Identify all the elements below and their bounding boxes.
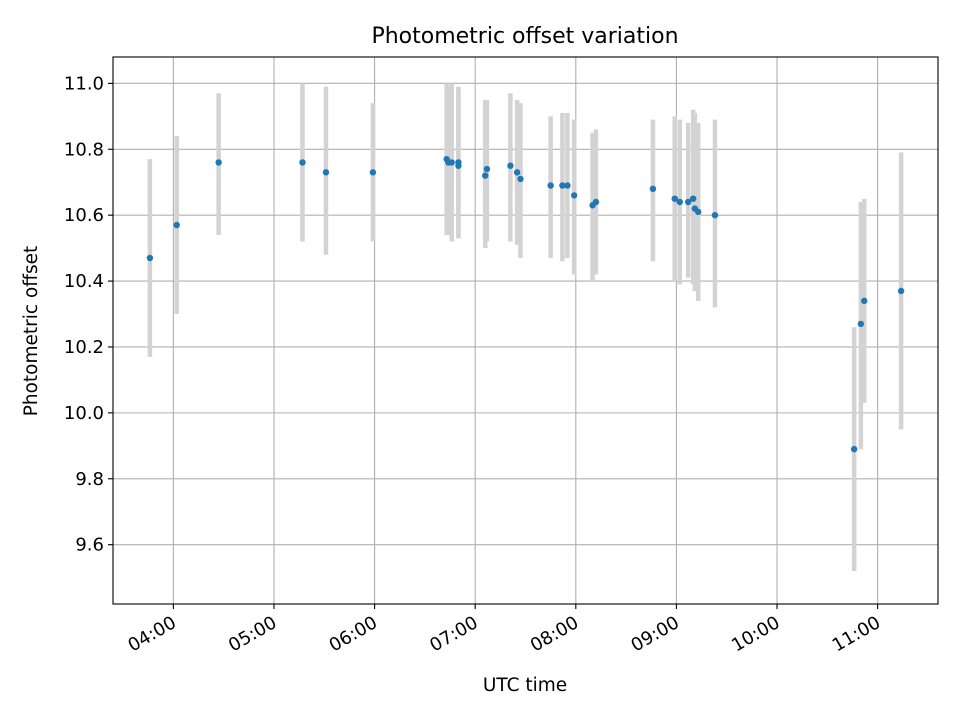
data-point	[570, 192, 578, 199]
data-point	[649, 185, 657, 193]
y-axis-label: Photometric offset	[21, 246, 42, 417]
data-point	[671, 195, 678, 202]
data-point	[215, 159, 222, 166]
data-point	[897, 287, 905, 295]
data-point	[711, 211, 719, 219]
y-tick-label: 10.8	[64, 139, 104, 160]
chart-title: Photometric offset variation	[371, 24, 678, 49]
y-axis: 9.6 9.8 10.0 10.2 10.4 10.6 10.8 11.0	[64, 73, 113, 556]
data-point	[146, 254, 154, 262]
data-point	[299, 159, 306, 166]
data-point	[564, 182, 571, 189]
data-point	[482, 172, 489, 179]
data-point	[513, 169, 521, 176]
data-point	[592, 198, 600, 206]
data-point	[483, 165, 491, 173]
data-point	[369, 169, 377, 176]
x-axis-label: UTC time	[483, 675, 567, 696]
y-tick-label: 10.2	[64, 337, 104, 358]
data-point	[695, 208, 702, 216]
data-point	[689, 195, 697, 202]
data-point	[448, 159, 455, 166]
y-tick-label: 11.0	[64, 73, 104, 94]
data-point	[507, 162, 514, 169]
data-point	[676, 198, 683, 206]
y-tick-label: 10.6	[64, 205, 104, 226]
y-tick-label: 10.4	[64, 271, 104, 292]
data-point	[559, 182, 566, 189]
y-tick-label: 9.6	[75, 535, 104, 556]
data-point	[547, 182, 554, 189]
data-point	[684, 198, 692, 206]
data-point	[322, 169, 330, 176]
data-point	[850, 445, 858, 453]
data-point	[455, 159, 462, 166]
data-point	[857, 320, 865, 328]
data-point	[861, 297, 868, 305]
data-points	[146, 155, 905, 453]
y-tick-label: 10.0	[64, 403, 104, 424]
data-point	[173, 221, 180, 229]
y-tick-label: 9.8	[75, 469, 104, 490]
data-point	[517, 175, 524, 183]
plot-frame	[112, 56, 939, 605]
